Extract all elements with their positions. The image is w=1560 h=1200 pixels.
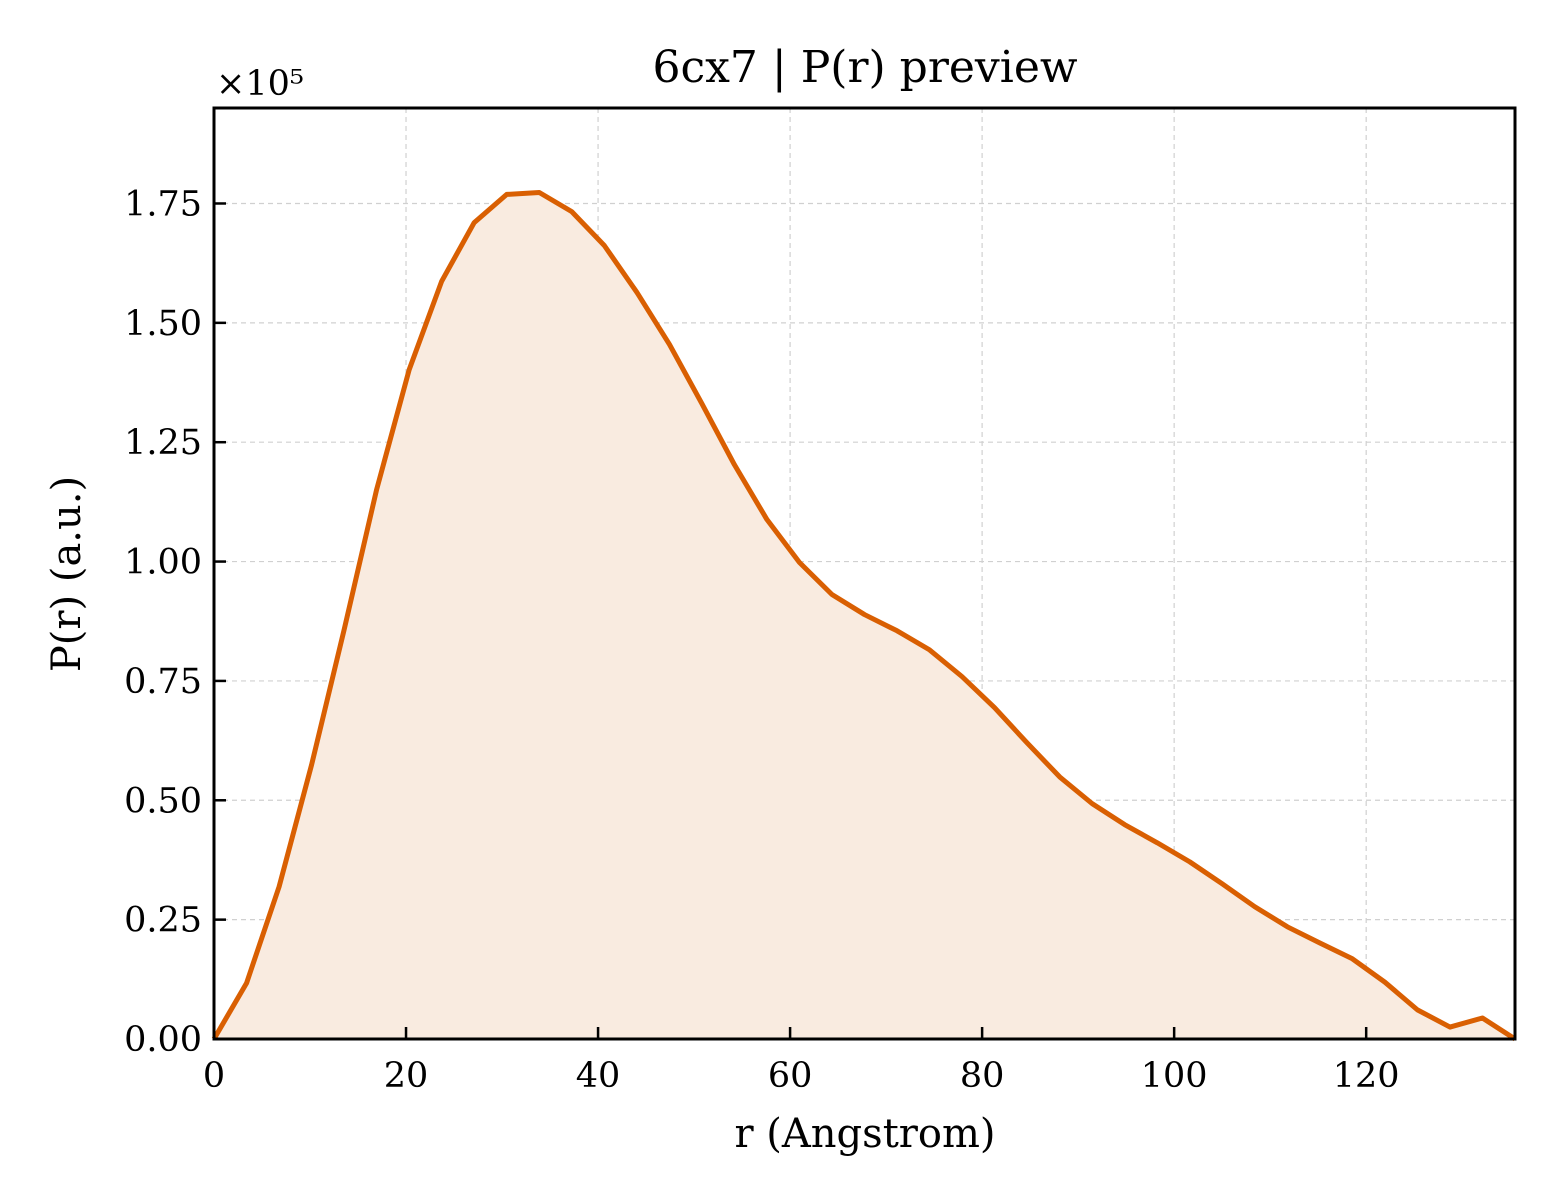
y-offset-label: ×10⁵ <box>216 64 304 104</box>
x-tick-label: 40 <box>576 1056 621 1096</box>
y-tick-label: 0.75 <box>124 662 202 702</box>
x-tick-label: 100 <box>1141 1056 1208 1096</box>
y-tick-label: 0.50 <box>124 781 202 821</box>
y-tick-label: 1.25 <box>124 423 202 463</box>
x-tick-label: 120 <box>1333 1056 1400 1096</box>
x-tick-label: 0 <box>203 1056 225 1096</box>
y-axis-label: P(r) (a.u.) <box>44 476 90 672</box>
x-axis-label: r (Angstrom) <box>734 1111 995 1157</box>
x-tick-label: 60 <box>768 1056 813 1096</box>
chart-title: 6cx7 | P(r) preview <box>652 42 1077 93</box>
y-tick-label: 1.00 <box>124 543 202 583</box>
x-tick-label: 80 <box>960 1056 1005 1096</box>
y-tick-label: 1.50 <box>124 304 202 344</box>
line <box>211 190 1517 1042</box>
y-tick-label: 0.00 <box>124 1020 202 1060</box>
y-tick-label: 1.75 <box>124 184 202 224</box>
y-tick-label: 0.25 <box>124 901 202 941</box>
plot-frame <box>212 106 1517 1041</box>
x-tick-label: 20 <box>384 1056 429 1096</box>
